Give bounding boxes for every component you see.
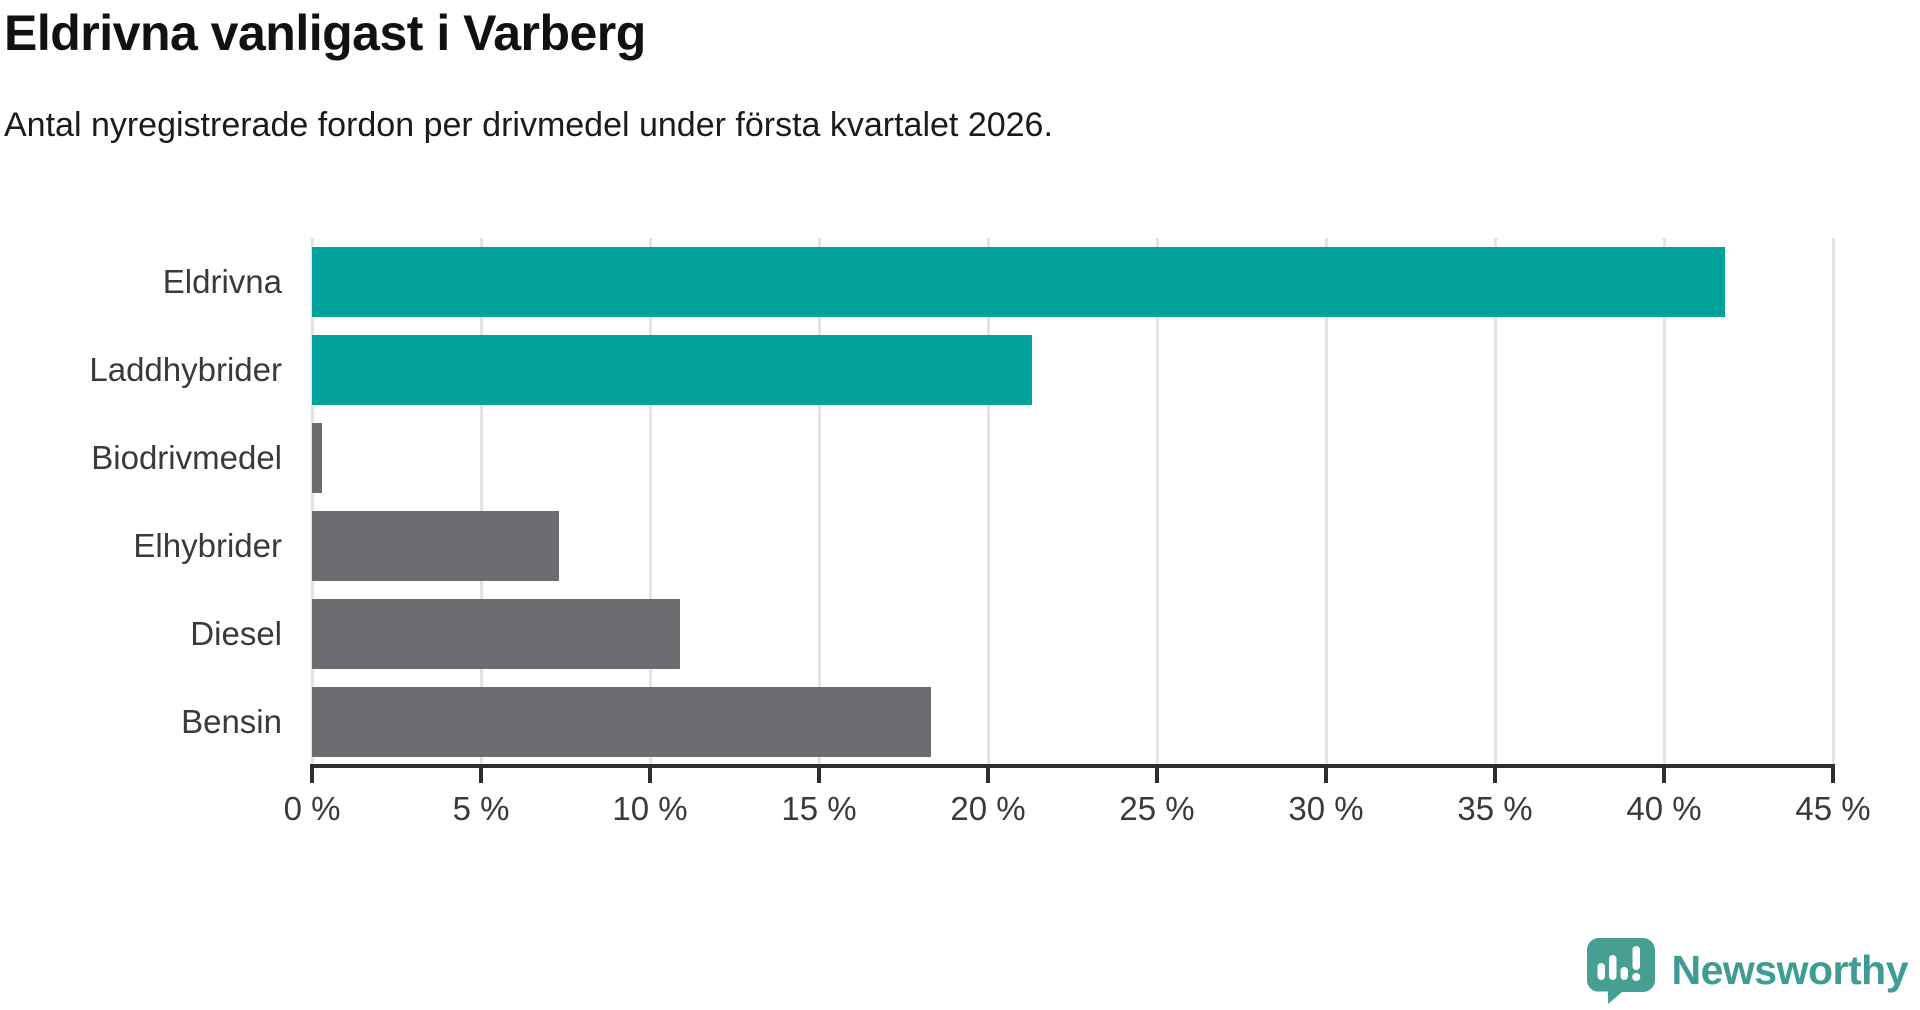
x-tick-label: 35 % — [1457, 790, 1533, 827]
x-tick-label: 45 % — [1795, 790, 1871, 827]
bar-biodrivmedel — [312, 423, 323, 493]
y-axis-label-elhybrider: Elhybrider — [133, 527, 282, 564]
gridline — [648, 238, 652, 766]
x-tick-label: 15 % — [781, 790, 857, 827]
y-axis-label-bensin: Bensin — [181, 703, 282, 740]
y-axis-label-diesel: Diesel — [190, 615, 282, 652]
gridline — [1324, 238, 1328, 766]
y-axis-labels: Eldrivna Laddhybrider Biodrivmedel Elhybrid… — [0, 238, 282, 766]
x-tick — [1831, 764, 1835, 783]
x-tick — [817, 764, 821, 783]
x-tick — [648, 764, 652, 783]
x-tick — [1493, 764, 1497, 783]
x-tick-label: 10 % — [612, 790, 688, 827]
gridline — [817, 238, 821, 766]
gridline — [986, 238, 990, 766]
x-tick-label: 0 % — [283, 790, 341, 827]
y-axis-label-biodrivmedel: Biodrivmedel — [91, 439, 282, 476]
gridline — [1493, 238, 1497, 766]
y-axis-label-eldrivna: Eldrivna — [162, 263, 282, 300]
newsworthy-logo: Newsworthy — [1586, 936, 1909, 1004]
gridline — [1155, 238, 1159, 766]
gridline — [479, 238, 483, 766]
x-tick-label: 20 % — [950, 790, 1026, 827]
newsworthy-logo-text: Newsworthy — [1671, 946, 1909, 993]
chart-subtitle: Antal nyregistrerade fordon per drivmede… — [4, 106, 1053, 144]
x-tick-label: 5 % — [452, 790, 510, 827]
x-tick — [479, 764, 483, 783]
plot-area — [310, 238, 1835, 766]
bar-bensin — [312, 687, 931, 757]
x-axis-line — [310, 764, 1835, 768]
x-tick-label: 30 % — [1288, 790, 1364, 827]
newsworthy-logo-icon — [1586, 936, 1656, 1004]
bar-eldrivna — [312, 247, 1725, 317]
y-axis-label-laddhybrider: Laddhybrider — [89, 351, 282, 388]
x-tick-label: 25 % — [1119, 790, 1195, 827]
x-tick — [986, 764, 990, 783]
x-tick — [1662, 764, 1666, 783]
bar-elhybrider — [312, 511, 559, 581]
x-tick — [1155, 764, 1159, 783]
x-tick-label: 40 % — [1626, 790, 1702, 827]
gridline — [1831, 238, 1835, 766]
bar-diesel — [312, 599, 681, 669]
x-tick — [310, 764, 314, 783]
chart-title: Eldrivna vanligast i Varberg — [4, 5, 646, 61]
bar-laddhybrider — [312, 335, 1032, 405]
gridline — [1662, 238, 1666, 766]
x-tick — [1324, 764, 1328, 783]
gridline — [310, 238, 314, 766]
